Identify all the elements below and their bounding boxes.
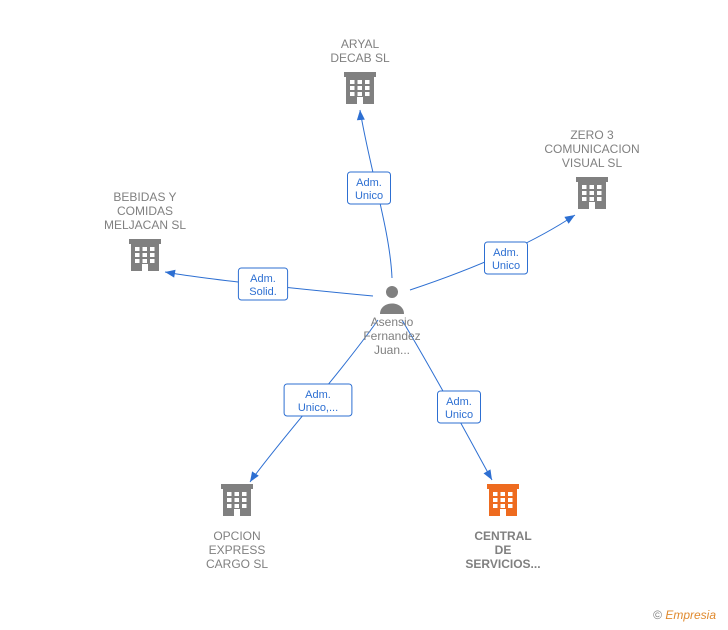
center-label-line: Asensio bbox=[371, 315, 414, 329]
node-label-line: CARGO SL bbox=[206, 557, 268, 571]
edge-label: Adm.Unico bbox=[348, 172, 391, 204]
center-label-line: Fernandez bbox=[363, 329, 420, 343]
node-label-line: EXPRESS bbox=[209, 543, 266, 557]
node-label-line: COMIDAS bbox=[117, 204, 173, 218]
node-label-line: VISUAL SL bbox=[562, 156, 623, 170]
relationship-diagram: Adm.UnicoAdm.UnicoAdm.Solid.Adm.Unico,..… bbox=[0, 0, 728, 630]
edge-arrow bbox=[356, 110, 365, 121]
edge-arrow bbox=[564, 212, 577, 224]
svg-text:Unico: Unico bbox=[492, 260, 520, 272]
node-label-line: ZERO 3 bbox=[570, 128, 614, 142]
node-label-line: BEBIDAS Y bbox=[113, 190, 176, 204]
edge-label: Adm.Solid. bbox=[238, 268, 287, 300]
building-icon bbox=[221, 484, 253, 516]
building-icon bbox=[129, 239, 161, 271]
node-label-line: OPCION bbox=[213, 529, 260, 543]
svg-text:Unico,...: Unico,... bbox=[298, 402, 338, 414]
edge-label: Adm.Unico bbox=[438, 391, 481, 423]
center-label-line: Juan... bbox=[374, 343, 410, 357]
svg-text:Adm.: Adm. bbox=[250, 273, 276, 285]
svg-text:Adm.: Adm. bbox=[493, 247, 519, 259]
building-icon bbox=[487, 484, 519, 516]
edge-arrow bbox=[164, 268, 175, 278]
node-label-line: SERVICIOS... bbox=[465, 557, 540, 571]
person-icon bbox=[380, 286, 404, 314]
building-icon bbox=[576, 177, 608, 209]
node-label-line: ARYAL bbox=[341, 37, 380, 51]
building-icon bbox=[344, 72, 376, 104]
node-label-line: DECAB SL bbox=[330, 51, 390, 65]
node-label-line: COMUNICACION bbox=[544, 142, 639, 156]
node-label-line: CENTRAL bbox=[474, 529, 531, 543]
edge-arrow bbox=[484, 469, 496, 482]
copyright-footer: © Empresia bbox=[653, 608, 716, 622]
edge-label: Adm.Unico bbox=[485, 242, 528, 274]
svg-text:Unico: Unico bbox=[355, 190, 383, 202]
brand-name: Empresia bbox=[665, 608, 716, 622]
svg-text:Unico: Unico bbox=[445, 409, 473, 421]
svg-text:Adm.: Adm. bbox=[356, 177, 382, 189]
copyright-symbol: © bbox=[653, 608, 662, 622]
svg-text:Adm.: Adm. bbox=[446, 396, 472, 408]
edge-label: Adm.Unico,... bbox=[284, 384, 352, 416]
node-label-line: DE bbox=[495, 543, 512, 557]
svg-text:Adm.: Adm. bbox=[305, 389, 331, 401]
svg-text:Solid.: Solid. bbox=[249, 286, 277, 298]
node-label-line: MELJACAN SL bbox=[104, 218, 186, 232]
